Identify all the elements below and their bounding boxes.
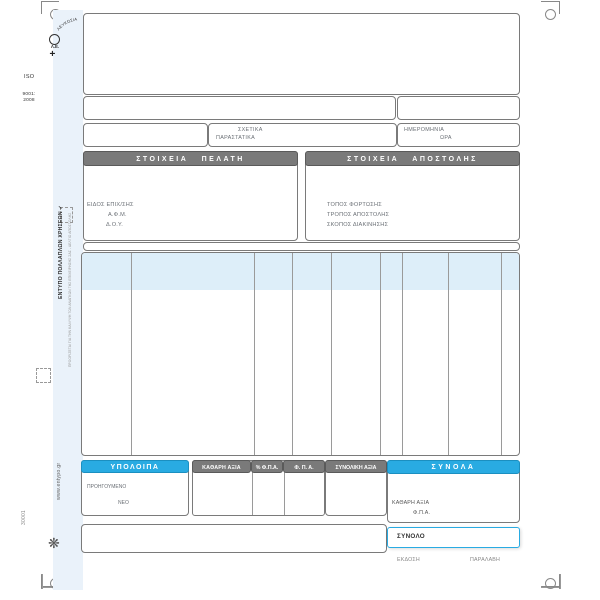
svg-text:ΛΕΥΚΩΣΙΑ: ΛΕΥΚΩΣΙΑ — [56, 17, 78, 32]
